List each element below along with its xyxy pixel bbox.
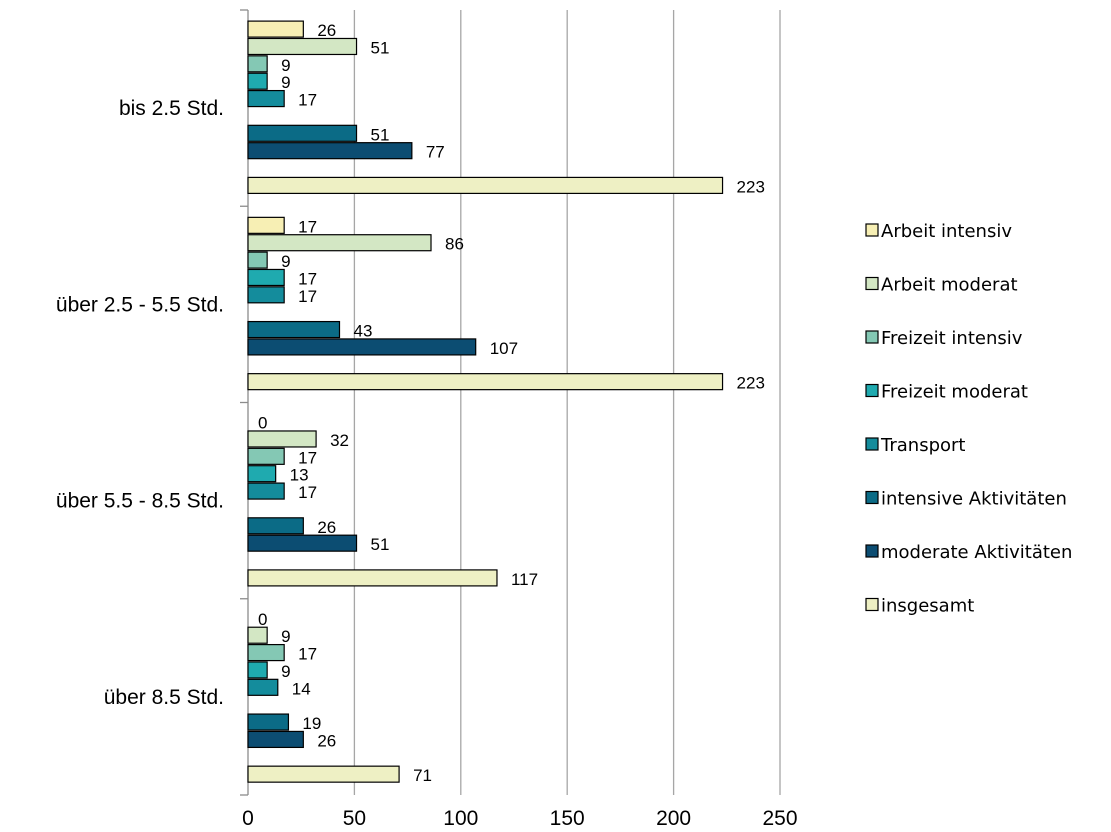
category-label: über 8.5 Std. bbox=[104, 686, 224, 709]
data-label: 0 bbox=[258, 414, 267, 433]
data-label: 223 bbox=[737, 177, 765, 196]
category-label: bis 2.5 Std. bbox=[119, 97, 224, 120]
data-label: 17 bbox=[298, 217, 317, 236]
legend-label: Arbeit intensiv bbox=[881, 221, 1012, 242]
x-tick-label: 250 bbox=[762, 807, 797, 830]
legend-label: insgesamt bbox=[881, 596, 974, 617]
category-label: über 5.5 - 8.5 Std. bbox=[56, 490, 224, 513]
data-label: 17 bbox=[298, 448, 317, 467]
data-label: 117 bbox=[511, 570, 538, 589]
data-label: 223 bbox=[737, 374, 765, 393]
legend-swatch bbox=[865, 330, 879, 344]
data-label: 107 bbox=[490, 339, 518, 358]
bar bbox=[247, 55, 268, 73]
x-tick-label: 200 bbox=[656, 807, 691, 830]
bar bbox=[247, 234, 432, 252]
category-axis bbox=[240, 9, 249, 796]
bar bbox=[247, 251, 268, 269]
data-label: 19 bbox=[302, 714, 321, 733]
bar bbox=[247, 534, 358, 552]
data-label: 26 bbox=[317, 518, 336, 537]
legend-swatch bbox=[865, 276, 879, 291]
data-label: 51 bbox=[371, 535, 390, 554]
data-label: 77 bbox=[426, 143, 445, 162]
legend-swatch bbox=[865, 597, 879, 612]
legend-label: Transport bbox=[880, 435, 965, 456]
bar bbox=[247, 643, 285, 662]
data-label: 17 bbox=[298, 287, 317, 306]
bar bbox=[247, 216, 285, 234]
data-label: 9 bbox=[281, 252, 290, 271]
bar bbox=[247, 286, 285, 304]
bar bbox=[247, 320, 341, 339]
data-label: 17 bbox=[298, 645, 317, 664]
bar bbox=[247, 176, 724, 195]
bar bbox=[247, 517, 304, 535]
data-label: 51 bbox=[371, 125, 390, 144]
data-label: 17 bbox=[298, 483, 317, 502]
x-tick-labels: 0 50 100 150 200 250 bbox=[242, 807, 797, 830]
x-tick-label: 0 bbox=[242, 807, 254, 830]
data-labels: 2617005186329991717917139171717145143261… bbox=[258, 21, 765, 785]
bar bbox=[247, 20, 304, 38]
bars bbox=[247, 20, 724, 783]
bar bbox=[247, 373, 724, 391]
data-label: 9 bbox=[281, 662, 290, 681]
bar bbox=[247, 765, 400, 783]
bar bbox=[247, 124, 358, 142]
bar bbox=[247, 338, 477, 356]
legend-swatch bbox=[865, 223, 879, 237]
legend-label: moderate Aktivitäten bbox=[881, 542, 1072, 563]
legend-swatch bbox=[865, 437, 879, 451]
legend-swatch bbox=[865, 544, 879, 558]
data-label: 17 bbox=[298, 269, 317, 288]
data-label: 71 bbox=[413, 766, 432, 785]
data-label: 26 bbox=[317, 21, 336, 40]
bar bbox=[247, 626, 268, 644]
x-tick-label: 50 bbox=[343, 807, 366, 830]
data-label: 9 bbox=[281, 56, 290, 75]
x-tick-label: 150 bbox=[550, 807, 585, 830]
bar bbox=[247, 89, 285, 108]
data-label: 26 bbox=[317, 731, 336, 750]
data-label: 86 bbox=[445, 235, 464, 254]
bar bbox=[247, 713, 290, 731]
bar bbox=[247, 465, 277, 483]
bar bbox=[247, 730, 304, 749]
bar bbox=[247, 661, 268, 679]
data-label: 9 bbox=[281, 627, 290, 646]
data-label: 17 bbox=[298, 91, 317, 110]
data-label: 32 bbox=[330, 431, 349, 450]
bar bbox=[247, 430, 317, 448]
grid-lines bbox=[353, 10, 781, 795]
legend-swatch bbox=[865, 383, 879, 398]
bar bbox=[247, 678, 279, 696]
data-label: 51 bbox=[371, 38, 390, 57]
bar bbox=[247, 72, 268, 90]
bar bbox=[247, 142, 413, 160]
data-label: 14 bbox=[292, 679, 311, 698]
legend-swatch bbox=[865, 490, 879, 505]
data-label: 9 bbox=[281, 73, 290, 92]
x-tick-label: 100 bbox=[443, 807, 478, 830]
legend-label: intensive Aktivitäten bbox=[881, 489, 1067, 510]
bar bbox=[247, 447, 285, 465]
data-label: 43 bbox=[354, 322, 373, 341]
category-label: über 2.5 - 5.5 Std. bbox=[56, 293, 224, 316]
legend: Arbeit intensiv Arbeit moderat Freizeit in… bbox=[865, 221, 1072, 617]
bar bbox=[247, 268, 285, 287]
legend-label: Arbeit moderat bbox=[881, 275, 1018, 296]
data-label: 13 bbox=[290, 466, 309, 485]
legend-label: Freizeit intensiv bbox=[881, 328, 1023, 349]
category-labels: bis 2.5 Std. über 2.5 - 5.5 Std. über 5.5 … bbox=[56, 97, 224, 709]
bar bbox=[247, 482, 285, 500]
data-label: 0 bbox=[258, 610, 267, 629]
bar bbox=[247, 569, 498, 587]
bar bbox=[247, 37, 358, 56]
legend-label: Freizeit moderat bbox=[881, 382, 1028, 403]
